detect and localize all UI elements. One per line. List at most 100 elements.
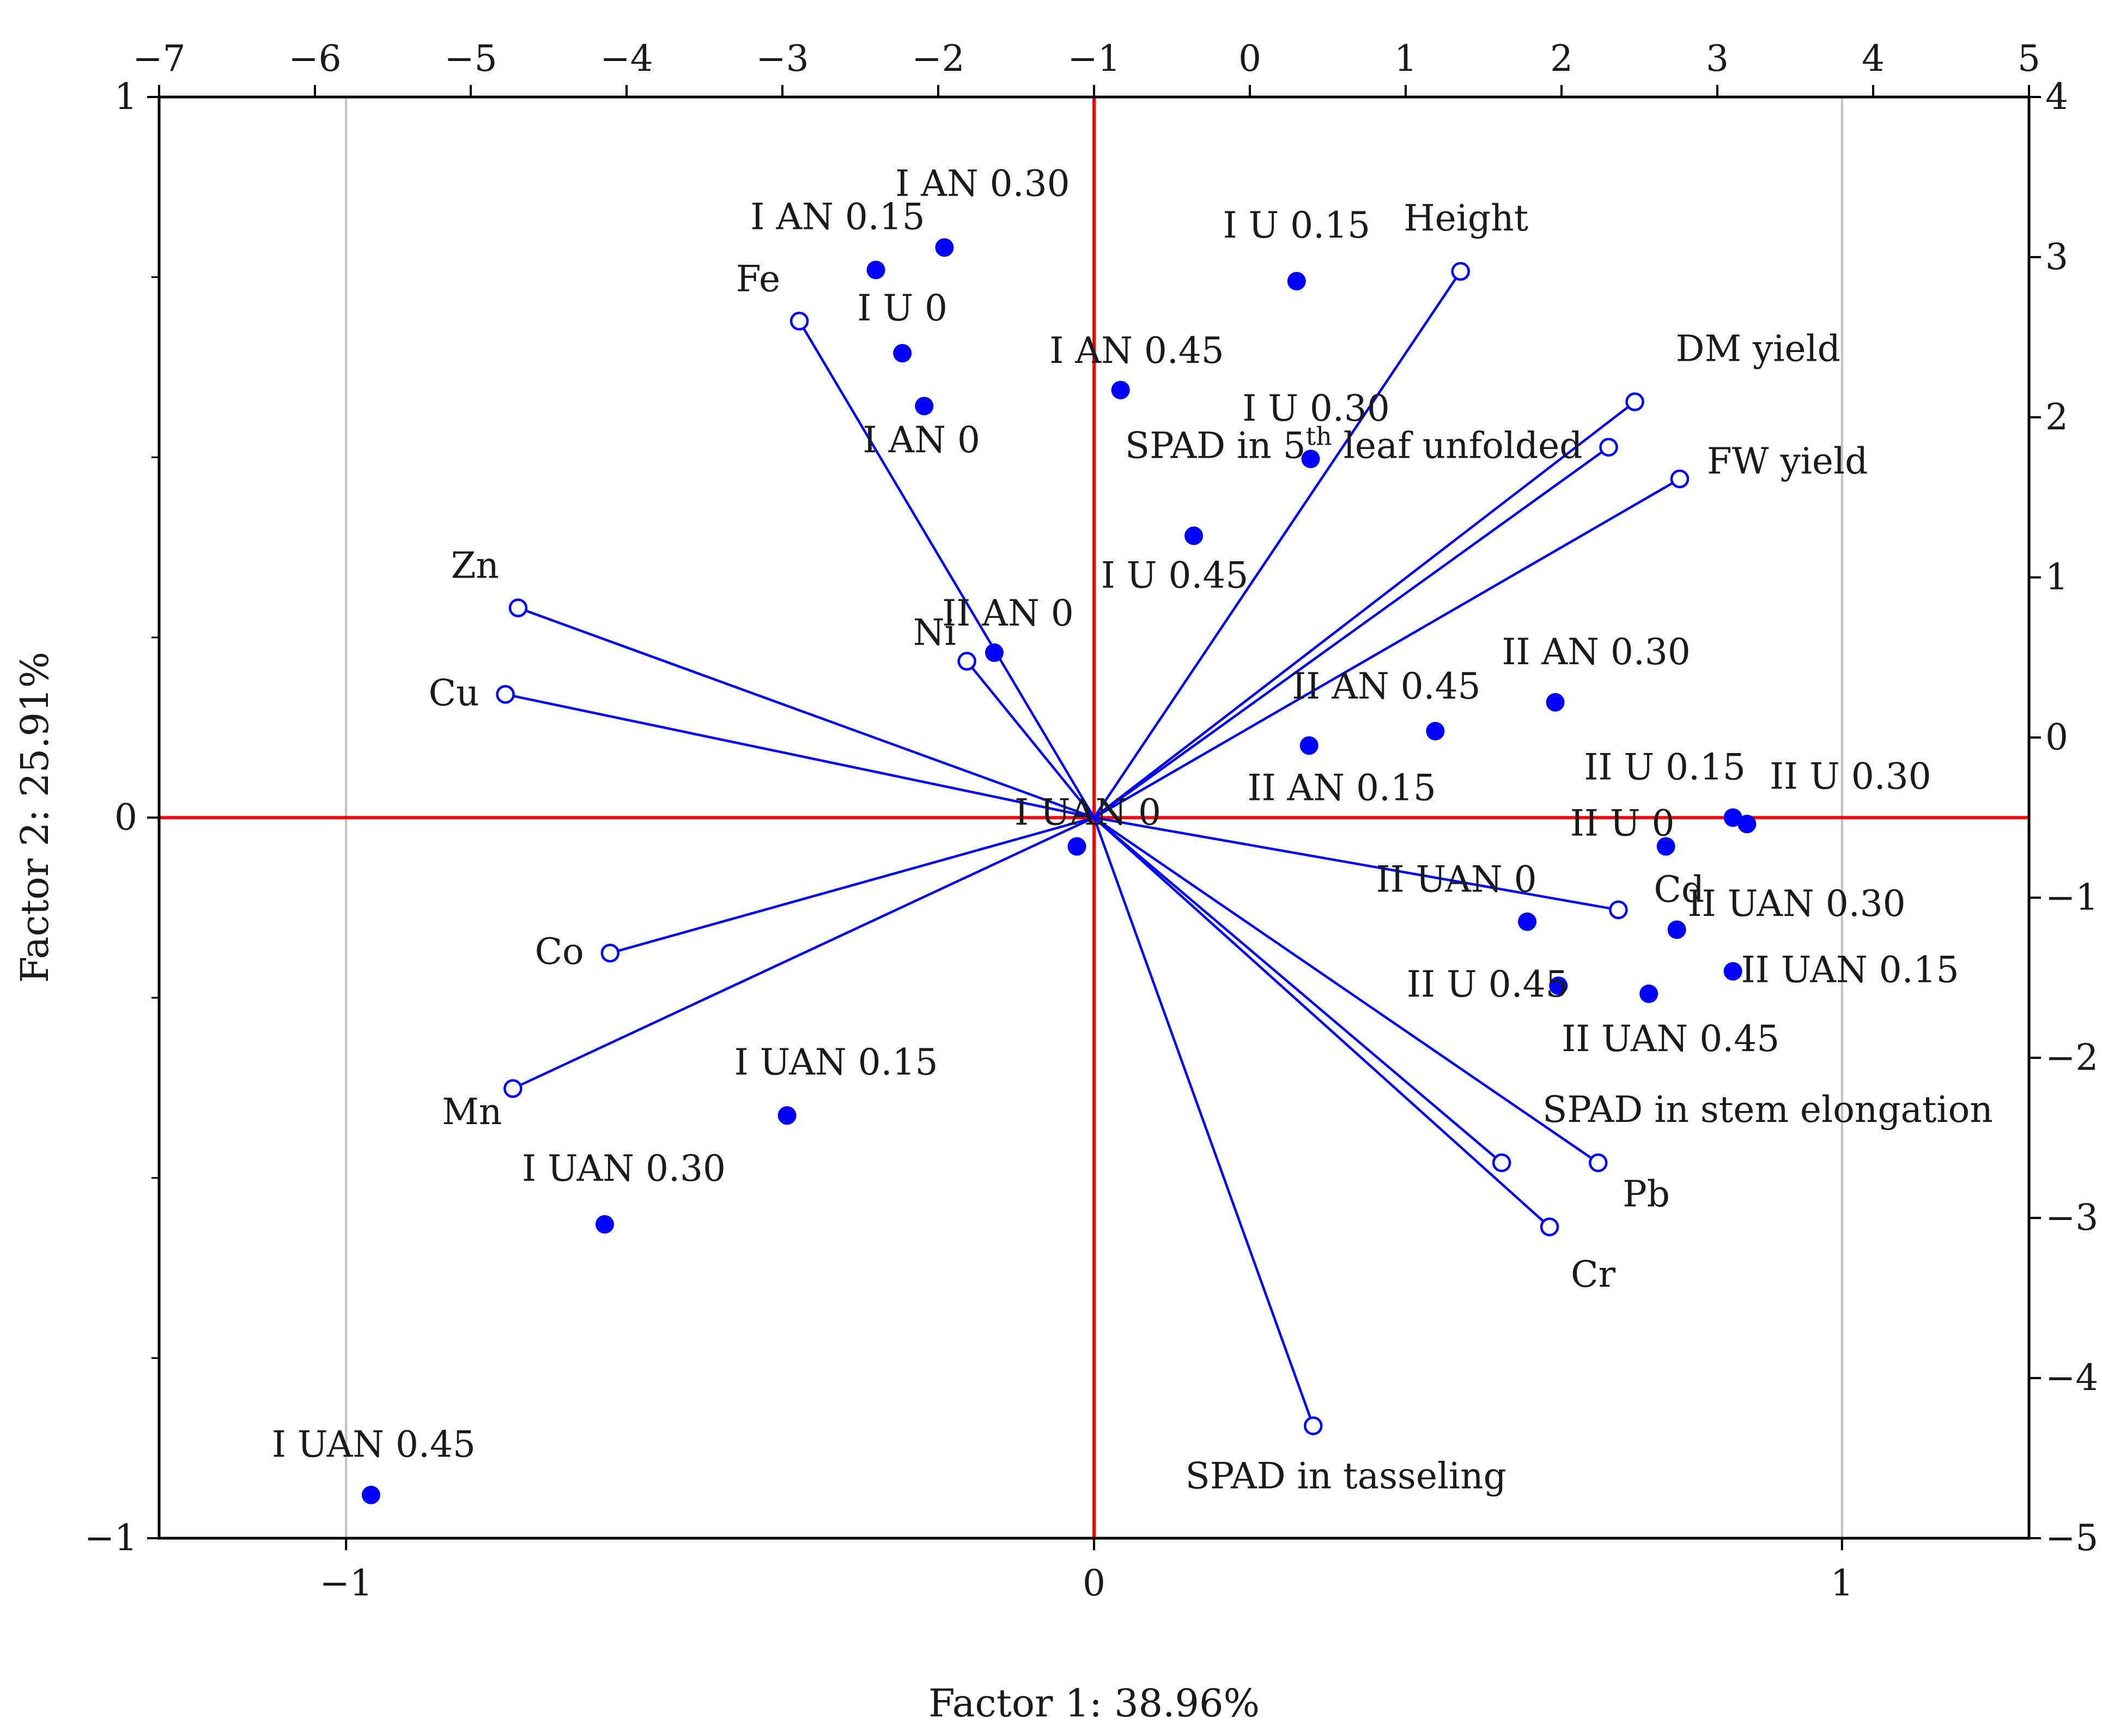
- x-tick-label-top: 4: [1862, 38, 1885, 80]
- x-tick-label-top: 3: [1706, 38, 1729, 80]
- vector-ni: [965, 660, 1095, 818]
- case-label-i-uan-0-30: I UAN 0.30: [522, 1148, 726, 1189]
- vector-end-height: [1451, 262, 1470, 281]
- case-label-ii-u-0-45: II U 0.45: [1407, 963, 1569, 1005]
- case-point-i-an-0-45: [1111, 380, 1130, 399]
- variable-label-mn: Mn: [442, 1091, 502, 1133]
- case-label-ii-uan-0-45: II UAN 0.45: [1562, 1018, 1779, 1060]
- case-label-i-uan-0-45: I UAN 0.45: [272, 1424, 476, 1466]
- variable-label-fw-yield: FW yield: [1707, 440, 1868, 482]
- case-label-ii-u-0-30: II U 0.30: [1770, 755, 1931, 797]
- x-tick-label-top: −1: [1067, 38, 1120, 80]
- variable-label-spad-in-5-leaf-unfolded: SPAD in 5th leaf unfolded: [1125, 422, 1583, 467]
- vector-spad-in-stem-elongation: [1093, 816, 1503, 1164]
- case-label-ii-an-0: II AN 0: [942, 592, 1074, 634]
- case-label-i-uan-0-15: I UAN 0.15: [734, 1041, 938, 1083]
- y-tick-label-left: 0: [114, 797, 137, 839]
- x-tick-label-top: −4: [600, 38, 653, 80]
- x-axis-title: Factor 1: 38.96%: [928, 1681, 1260, 1726]
- x-tick-label-top: 2: [1550, 38, 1573, 80]
- x-tick-label-bottom: 1: [1831, 1562, 1854, 1604]
- case-point-ii-u-0-45: [1549, 976, 1568, 996]
- case-point-ii-an-0: [985, 643, 1004, 662]
- vector-end-fe: [789, 312, 809, 331]
- vector-spad-in-5-leaf-unfolded: [1093, 446, 1609, 819]
- y-tick-label-left: −1: [84, 1517, 137, 1559]
- variable-label-height: Height: [1404, 197, 1528, 239]
- case-point-ii-u-0: [1656, 837, 1675, 856]
- case-label-i-u-0: I U 0: [857, 287, 947, 329]
- case-point-ii-an-0-30: [1546, 693, 1565, 712]
- case-label-ii-an-0-45: II AN 0.45: [1292, 665, 1480, 707]
- y-tick-label-right: 4: [2045, 76, 2068, 118]
- variable-label-cd: Cd: [1654, 869, 1704, 911]
- case-point-ii-uan-0-15: [1723, 962, 1742, 981]
- case-point-ii-an-0-15: [1299, 736, 1319, 755]
- label-layer: Height DM yield SPAD in 5th leaf unfolded F…: [272, 162, 1993, 1497]
- case-point-ii-an-0-45: [1426, 721, 1445, 740]
- case-label-i-u-0-15: I U 0.15: [1223, 204, 1370, 246]
- vector-cr: [1093, 816, 1551, 1228]
- case-label-ii-an-0-15: II AN 0.15: [1247, 767, 1436, 809]
- case-point-i-an-0-15: [866, 260, 885, 280]
- case-point-ii-u-0-30: [1738, 815, 1757, 834]
- x-tick-label-top: −7: [132, 38, 185, 80]
- vector-zn: [518, 606, 1095, 819]
- vector-end-dm-yield: [1625, 392, 1644, 411]
- y-tick-label-right: −2: [2045, 1036, 2098, 1078]
- case-label-i-u-0-30: I U 0.30: [1242, 387, 1390, 429]
- case-point-ii-uan-0: [1518, 912, 1537, 931]
- case-label-ii-uan-0-15: II UAN 0.15: [1741, 949, 1959, 991]
- x-tick-label-bottom: −1: [320, 1562, 373, 1604]
- variable-label-pb: Pb: [1623, 1173, 1670, 1215]
- vector-end-spad-in-tasseling: [1303, 1416, 1323, 1435]
- y-tick-label-right: −4: [2045, 1357, 2098, 1399]
- x-tick-label-top: 0: [1238, 38, 1261, 80]
- case-label-ii-u-0-15: II U 0.15: [1584, 746, 1746, 788]
- case-label-i-an-0-15: I AN 0.15: [750, 196, 925, 238]
- vector-height: [1093, 270, 1462, 818]
- case-point-i-uan-0-15: [777, 1106, 797, 1125]
- y-tick-label-right: 0: [2045, 717, 2068, 758]
- case-label-i-uan-0: I UAN 0: [1014, 791, 1161, 833]
- y-tick-label-right: 1: [2045, 556, 2068, 598]
- x-tick-label-top: −5: [444, 38, 497, 80]
- vector-end-cu: [496, 685, 515, 704]
- case-label-i-u-0-45: I U 0.45: [1101, 554, 1249, 596]
- variable-label-co: Co: [535, 931, 584, 973]
- case-point-i-an-0: [915, 397, 934, 416]
- case-point-i-uan-0-30: [595, 1215, 614, 1234]
- variable-label-cu: Cu: [429, 672, 479, 714]
- tick-layer: −1 0 110−1−7 −6 −5 −4 −3 −2 −1 0 1 2 3 4 543210−1−2−3−…: [84, 38, 2099, 1604]
- case-point-i-u-0-30: [1301, 450, 1320, 469]
- case-label-ii-an-0-30: II AN 0.30: [1502, 631, 1690, 673]
- case-point-ii-u-0-15: [1723, 808, 1742, 827]
- case-point-i-u-0: [893, 344, 912, 363]
- vector-fe: [798, 320, 1095, 818]
- vector-fw-yield: [1093, 477, 1681, 819]
- case-point-i-u-0-45: [1184, 526, 1204, 545]
- case-label-ii-u-0: II U 0: [1570, 802, 1675, 844]
- vector-end-co: [600, 943, 620, 963]
- x-tick-label-top: −3: [756, 38, 809, 80]
- vector-dm-yield: [1093, 400, 1636, 819]
- y-tick-label-right: 2: [2045, 396, 2068, 438]
- vector-end-spad-in-5-leaf-unfolded: [1599, 438, 1618, 457]
- vector-end-fw-yield: [1670, 469, 1690, 489]
- y-tick-label-right: −5: [2045, 1517, 2098, 1559]
- y-tick-label-right: −3: [2045, 1197, 2098, 1239]
- vector-end-pb: [1589, 1153, 1608, 1173]
- case-label-ii-uan-0: II UAN 0: [1376, 859, 1537, 901]
- y-tick-label-right: 3: [2045, 236, 2068, 278]
- case-label-i-an-0-30: I AN 0.30: [895, 162, 1070, 204]
- case-point-i-uan-0: [1067, 837, 1086, 856]
- vector-end-mn: [503, 1079, 523, 1098]
- vector-end-spad-in-stem-elongation: [1492, 1153, 1511, 1173]
- vector-end-cr: [1540, 1217, 1559, 1236]
- vector-end-cd: [1609, 900, 1628, 920]
- case-label-i-an-0: I AN 0: [863, 419, 980, 461]
- x-tick-label-bottom: 0: [1083, 1562, 1105, 1604]
- case-point-i-u-0-15: [1287, 271, 1306, 290]
- case-point-i-an-0-30: [935, 238, 954, 257]
